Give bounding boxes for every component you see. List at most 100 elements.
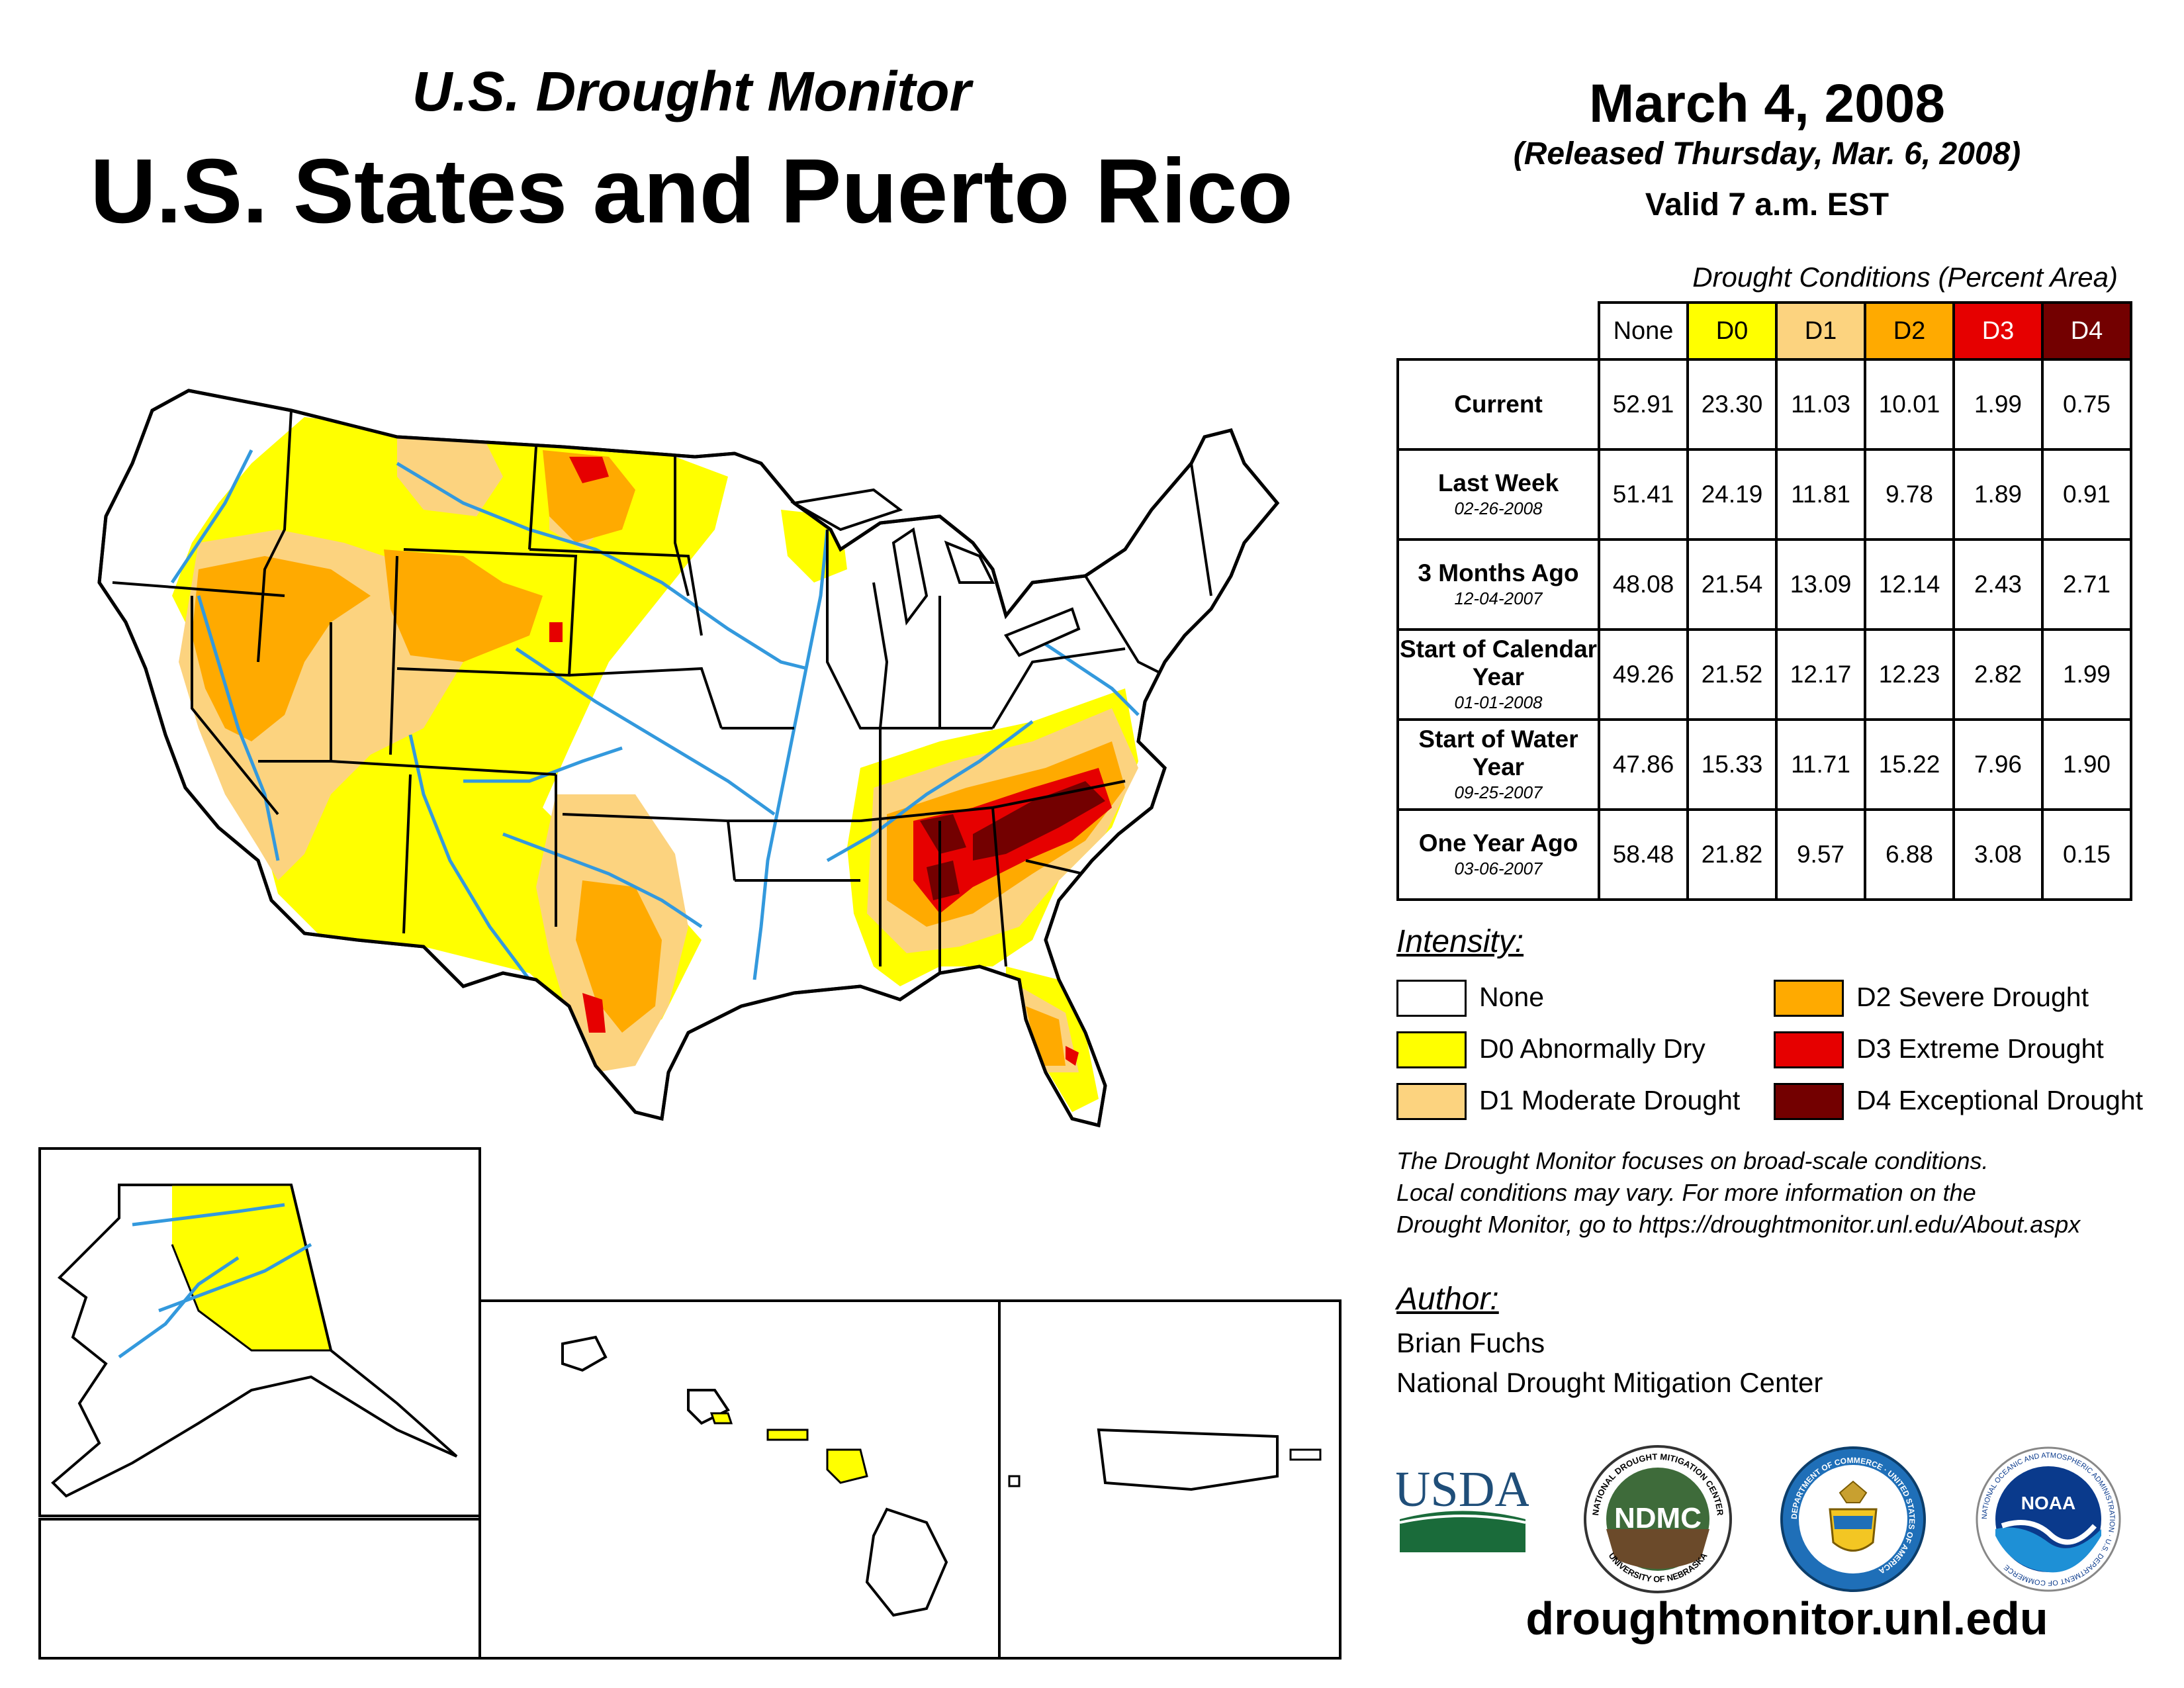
note-line: The Drought Monitor focuses on broad-sca… <box>1396 1147 1989 1174</box>
author-heading: Author: <box>1396 1282 1499 1317</box>
valid-time: Valid 7 a.m. EST <box>1645 187 1889 222</box>
table-cell: 2.71 <box>2041 538 2132 631</box>
legend-swatch <box>1774 980 1844 1017</box>
map-date: March 4, 2008 <box>1589 73 1945 134</box>
noaa-logo: NOAA NATIONAL OCEANIC AND ATMOSPHERIC AD… <box>1976 1446 2121 1592</box>
legend-swatch <box>1396 1083 1467 1120</box>
row-label: Start of Calendar Year 01-01-2008 <box>1396 628 1600 721</box>
alaska-inset <box>38 1147 481 1660</box>
column-header-d1: D1 <box>1775 301 1866 361</box>
table-row: Start of Water Year 09-25-2007 47.86 15.33 1… <box>1396 718 2132 811</box>
legend-label: D0 Abnormally Dry <box>1479 1033 1706 1064</box>
row-label-text: One Year Ago <box>1418 829 1578 857</box>
row-date: 02-26-2008 <box>1454 498 1543 518</box>
table-cell: 12.23 <box>1864 628 1955 721</box>
row-date: 01-01-2008 <box>1454 692 1543 712</box>
row-label: 3 Months Ago 12-04-2007 <box>1396 538 1600 631</box>
table-cell: 13.09 <box>1775 538 1866 631</box>
table-cell: 15.33 <box>1686 718 1778 811</box>
row-date: 03-06-2007 <box>1454 859 1543 878</box>
note-line: Local conditions may vary. For more info… <box>1396 1179 1976 1206</box>
table-cell: 0.75 <box>2041 358 2132 451</box>
table-cell: 12.14 <box>1864 538 1955 631</box>
table-cell: 6.88 <box>1864 808 1955 901</box>
row-label: Current <box>1396 358 1600 451</box>
table-cell: 58.48 <box>1598 808 1689 901</box>
table-cell: 12.17 <box>1775 628 1866 721</box>
drought-d4-areas <box>920 781 1105 900</box>
great-lakes <box>790 488 1081 657</box>
released-date: (Released Thursday, Mar. 6, 2008) <box>1513 136 2021 171</box>
row-label: Start of Water Year 09-25-2007 <box>1396 718 1600 811</box>
table-cell: 47.86 <box>1598 718 1689 811</box>
map-title: U.S. States and Puerto Rico <box>90 140 1293 242</box>
column-header-d0: D0 <box>1686 301 1778 361</box>
legend-swatch <box>1774 1083 1844 1120</box>
row-date: 12-04-2007 <box>1454 588 1543 608</box>
table-cell: 11.71 <box>1775 718 1866 811</box>
table-cell: 23.30 <box>1686 358 1778 451</box>
column-header-none: None <box>1598 301 1689 361</box>
ndmc-logo: NDMC NATIONAL DROUGHT MITIGATION CENTER … <box>1584 1445 1732 1593</box>
rivers <box>170 449 1140 981</box>
table-cell: 52.91 <box>1598 358 1689 451</box>
author-name: Brian Fuchs <box>1396 1327 1545 1358</box>
table-cell: 2.82 <box>1952 628 2044 721</box>
table-cell: 1.90 <box>2041 718 2132 811</box>
map-subtitle: U.S. Drought Monitor <box>412 60 972 122</box>
table-cell: 2.43 <box>1952 538 2044 631</box>
table-row: Current 52.91 23.30 11.03 10.01 1.99 0.75 <box>1396 358 2132 451</box>
legend-swatch <box>1396 1031 1467 1068</box>
row-label-text: 3 Months Ago <box>1418 559 1579 586</box>
note-line: Drought Monitor, go to https://droughtmo… <box>1396 1211 2081 1238</box>
legend-swatch <box>1396 980 1467 1017</box>
table-cell: 10.01 <box>1864 358 1955 451</box>
legend-label: D1 Moderate Drought <box>1479 1085 1741 1115</box>
state-boundaries <box>112 410 1212 973</box>
table-cell: 11.81 <box>1775 448 1866 541</box>
table-row: One Year Ago 03-06-2007 58.48 21.82 9.57 6.88… <box>1396 808 2132 901</box>
table-cell: 51.41 <box>1598 448 1689 541</box>
row-label: Last Week 02-26-2008 <box>1396 448 1600 541</box>
drought-map <box>38 389 1342 1660</box>
usda-logo: USDA <box>1396 1462 1529 1552</box>
table-cell: 15.22 <box>1864 718 1955 811</box>
row-label-text: Current <box>1454 391 1543 418</box>
table-row: Last Week 02-26-2008 51.41 24.19 11.81 9.78 1.… <box>1396 448 2132 541</box>
puerto-rico-inset <box>998 1299 1342 1660</box>
table-cell: 9.78 <box>1864 448 1955 541</box>
ndmc-logo-text: NDMC <box>1614 1502 1702 1534</box>
legend-title: Intensity: <box>1396 924 1524 959</box>
row-label-text: Start of Calendar Year <box>1399 635 1598 690</box>
table-cell: 21.54 <box>1686 538 1778 631</box>
table-cell: 3.08 <box>1952 808 2044 901</box>
table-row: 3 Months Ago 12-04-2007 48.08 21.54 13.09 12.… <box>1396 538 2132 631</box>
legend-swatch <box>1774 1031 1844 1068</box>
hawaii-inset <box>478 1299 1001 1660</box>
legend-label: D2 Severe Drought <box>1856 982 2089 1012</box>
disclaimer-note: The Drought Monitor focuses on broad-sca… <box>1396 1145 2177 1241</box>
column-header-d4: D4 <box>2041 301 2132 361</box>
legend-label: D4 Exceptional Drought <box>1856 1085 2144 1115</box>
table-cell: 7.96 <box>1952 718 2044 811</box>
table-caption: Drought Conditions (Percent Area) <box>1692 261 2118 293</box>
column-header-d3: D3 <box>1952 301 2044 361</box>
table-cell: 11.03 <box>1775 358 1866 451</box>
table-corner <box>1398 303 1600 361</box>
column-header-d2: D2 <box>1864 301 1955 361</box>
row-label: One Year Ago 03-06-2007 <box>1396 808 1600 901</box>
website-url[interactable]: droughtmonitor.unl.edu <box>1525 1593 2048 1644</box>
row-date: 09-25-2007 <box>1454 782 1543 802</box>
legend-label: None <box>1479 982 1545 1012</box>
table-cell: 1.89 <box>1952 448 2044 541</box>
noaa-logo-text: NOAA <box>2021 1493 2075 1513</box>
row-label-text: Start of Water Year <box>1418 726 1578 780</box>
table-cell: 0.15 <box>2041 808 2132 901</box>
table-cell: 48.08 <box>1598 538 1689 631</box>
commerce-seal: DEPARTMENT OF COMMERCE · UNITED STATES O… <box>1780 1446 1926 1592</box>
table-cell: 24.19 <box>1686 448 1778 541</box>
legend-label: D3 Extreme Drought <box>1856 1033 2104 1064</box>
table-cell: 0.91 <box>2041 448 2132 541</box>
row-label-text: Last Week <box>1437 469 1559 496</box>
author-organization: National Drought Mitigation Center <box>1396 1367 1823 1398</box>
